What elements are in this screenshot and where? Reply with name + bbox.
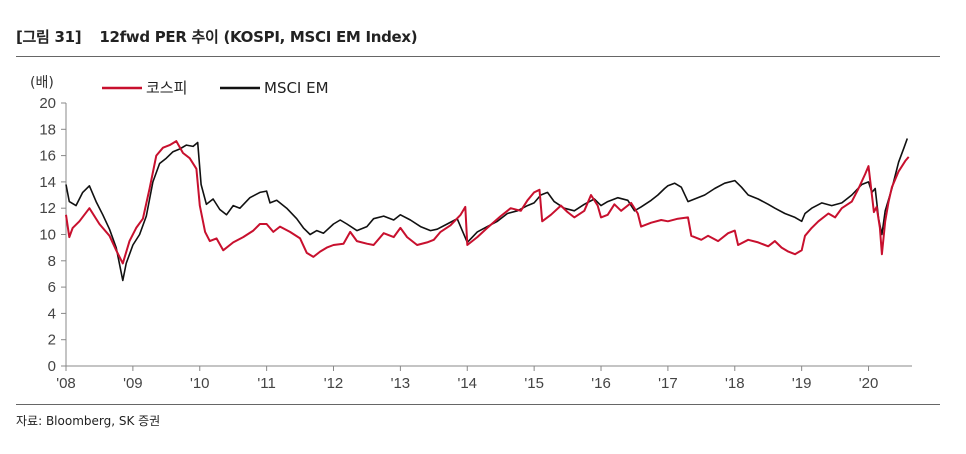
legend-label-kospi: 코스피: [146, 79, 187, 97]
x-tick-label: '10: [190, 375, 210, 392]
x-tick-label: '19: [792, 375, 812, 392]
y-tick-label: 18: [39, 121, 56, 138]
y-tick-label: 8: [48, 253, 56, 270]
y-tick-label: 16: [39, 148, 56, 165]
source-note: 자료: Bloomberg, SK 증권: [16, 414, 161, 428]
y-tick-label: 10: [39, 227, 56, 244]
series-line-msci-em: [65, 138, 909, 282]
per-line-chart: (배) 0 2 4 6 8 10 12 14 16 18 20 '08 '09 '10 '11 '12 '13…: [30, 75, 912, 392]
x-tick-label: '09: [123, 375, 143, 392]
legend-label-msci-em: MSCI EM: [264, 79, 329, 97]
x-tick-label: '17: [658, 375, 678, 392]
y-tick-label: 20: [39, 95, 56, 112]
x-tick-label: '15: [524, 375, 544, 392]
top-rule: [16, 56, 940, 57]
y-tick-label: 0: [48, 358, 56, 375]
series-line-kospi: [65, 140, 910, 265]
y-tick-label: 4: [48, 305, 56, 322]
y-tick-label: 2: [48, 332, 56, 349]
series-layer: [65, 138, 910, 282]
figure-title-row: [그림 31] 12fwd PER 추이 (KOSPI, MSCI EM Inde…: [16, 26, 418, 47]
x-tick-label: '14: [457, 375, 477, 392]
y-axis-unit: (배): [30, 75, 54, 91]
figure-number: [그림 31]: [16, 28, 82, 46]
legend: 코스피 MSCI EM: [102, 79, 329, 97]
x-tick-label: '20: [859, 375, 879, 392]
x-tick-label: '16: [591, 375, 611, 392]
y-axis: 0 2 4 6 8 10 12 14 16 18 20: [39, 95, 67, 375]
y-tick-label: 14: [39, 174, 56, 191]
figure-title: 12fwd PER 추이 (KOSPI, MSCI EM Index): [99, 28, 418, 46]
y-tick-label: 6: [48, 279, 56, 296]
x-tick-label: '13: [391, 375, 411, 392]
x-tick-label: '18: [725, 375, 745, 392]
y-tick-label: 12: [39, 200, 56, 217]
x-tick-label: '08: [56, 375, 76, 392]
x-axis: '08 '09 '10 '11 '12 '13 '14 '15 '16 '17 '18 '19 '20: [56, 365, 912, 392]
x-tick-label: '11: [257, 375, 275, 392]
x-tick-label: '12: [324, 375, 344, 392]
bottom-rule: [16, 404, 940, 405]
